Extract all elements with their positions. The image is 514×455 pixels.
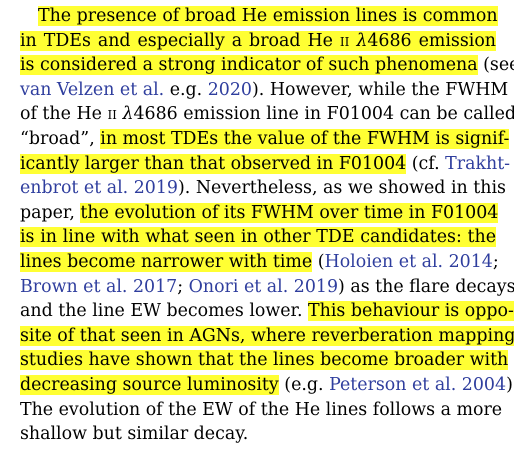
highlighted-text: is in line with what seen in other TDE c… (20, 227, 496, 248)
highlighted-text: site of that seen in AGNs, where reverbe… (20, 325, 514, 346)
text-span: paper, (20, 202, 81, 223)
text-line: is considered a strong indicator of such… (20, 53, 514, 78)
text-line: studies have shown that the lines become… (20, 348, 509, 373)
citation-link[interactable]: Onori et al. 2019 (188, 276, 339, 297)
text-line: is in line with what seen in other TDE c… (20, 225, 496, 250)
text-span: “broad”, (20, 129, 101, 149)
citation-link[interactable]: Holoien et al. 2014 (324, 252, 493, 272)
text-span: The evolution of the EW of the He lines … (20, 399, 503, 420)
text-span: ; (492, 252, 499, 272)
text-line: shallow but similar decay. (20, 422, 496, 447)
highlighted-text: is considered a strong indicator of such… (20, 55, 478, 76)
text-line: decreasing source luminosity (e.g. Peter… (20, 373, 514, 398)
highlighted-text: λ (356, 30, 368, 51)
text-span: ). Nevertheless, as we showed in this (177, 178, 506, 199)
text-line: Brown et al. 2017; Onori et al. 2019) as… (20, 275, 514, 300)
text-line: van Velzen et al. e.g. 2020). However, w… (20, 78, 508, 103)
highlighted-text: 4686 emission (367, 30, 497, 51)
text-span: ii (107, 104, 117, 125)
text-span: ( (312, 252, 325, 272)
highlighted-text (349, 30, 357, 51)
citation-link[interactable]: enbrot et al. 2019 (20, 178, 178, 199)
text-span: ). However, while the FWHM (252, 79, 509, 100)
text-line: paper, the evolution of its FWHM over ti… (20, 201, 499, 226)
citation-link[interactable]: Peterson et al. 2004 (329, 375, 507, 395)
text-span: 4686 emission line in F01004 can be call… (133, 104, 514, 125)
text-line: The presence of broad He emission lines … (20, 4, 498, 29)
highlighted-text: icantly larger than that observed in F01… (20, 153, 407, 174)
citation-link[interactable]: van Velzen et al. (20, 79, 165, 100)
highlighted-text: ii (339, 30, 350, 51)
text-span: ). (506, 375, 514, 395)
text-span: (see (483, 55, 514, 76)
citation-link[interactable]: Trakht- (445, 153, 511, 174)
text-line: lines become narrower with time (Holoien… (20, 250, 499, 275)
highlighted-text: decreasing source luminosity (20, 375, 279, 395)
text-span: (e.g. (278, 375, 330, 395)
citation-link[interactable]: Brown et al. 2017 (20, 276, 178, 297)
highlighted-text: lines become narrower with time (20, 252, 313, 272)
text-span: shallow but similar decay. (20, 424, 249, 445)
text-line: and the line EW becomes lower. This beha… (20, 299, 514, 324)
text-span: ; (177, 276, 189, 297)
text-line: enbrot et al. 2019). Nevertheless, as we… (20, 176, 506, 201)
highlighted-text: in TDEs and especially a broad He (20, 30, 340, 51)
text-span: ) as the flare decays (338, 276, 514, 297)
text-line: icantly larger than that observed in F01… (20, 152, 510, 177)
text-line: of the He ii λ4686 emission line in F010… (20, 102, 514, 127)
highlighted-text: The presence of broad He emission lines … (38, 6, 498, 26)
text-span: (cf. (406, 153, 446, 174)
highlighted-text: This behaviour is oppo- (308, 301, 514, 322)
text-span: and the line EW becomes lower. (20, 301, 309, 322)
text-line: The evolution of the EW of the He lines … (20, 398, 502, 423)
text-span: e.g. (164, 79, 208, 100)
text-line: site of that seen in AGNs, where reverbe… (20, 324, 514, 349)
text-span: λ (122, 104, 134, 125)
highlighted-text: the evolution of its FWHM over time in F… (80, 202, 499, 223)
highlighted-text: studies have shown that the lines become… (20, 350, 509, 371)
text-line: “broad”, in most TDEs the value of the F… (20, 127, 510, 152)
highlighted-text: in most TDEs the value of the FWHM is si… (100, 129, 510, 149)
text-line: in TDEs and especially a broad He ii λ46… (20, 29, 497, 54)
text-span: of the He (20, 104, 108, 125)
citation-link[interactable]: 2020 (207, 79, 252, 100)
